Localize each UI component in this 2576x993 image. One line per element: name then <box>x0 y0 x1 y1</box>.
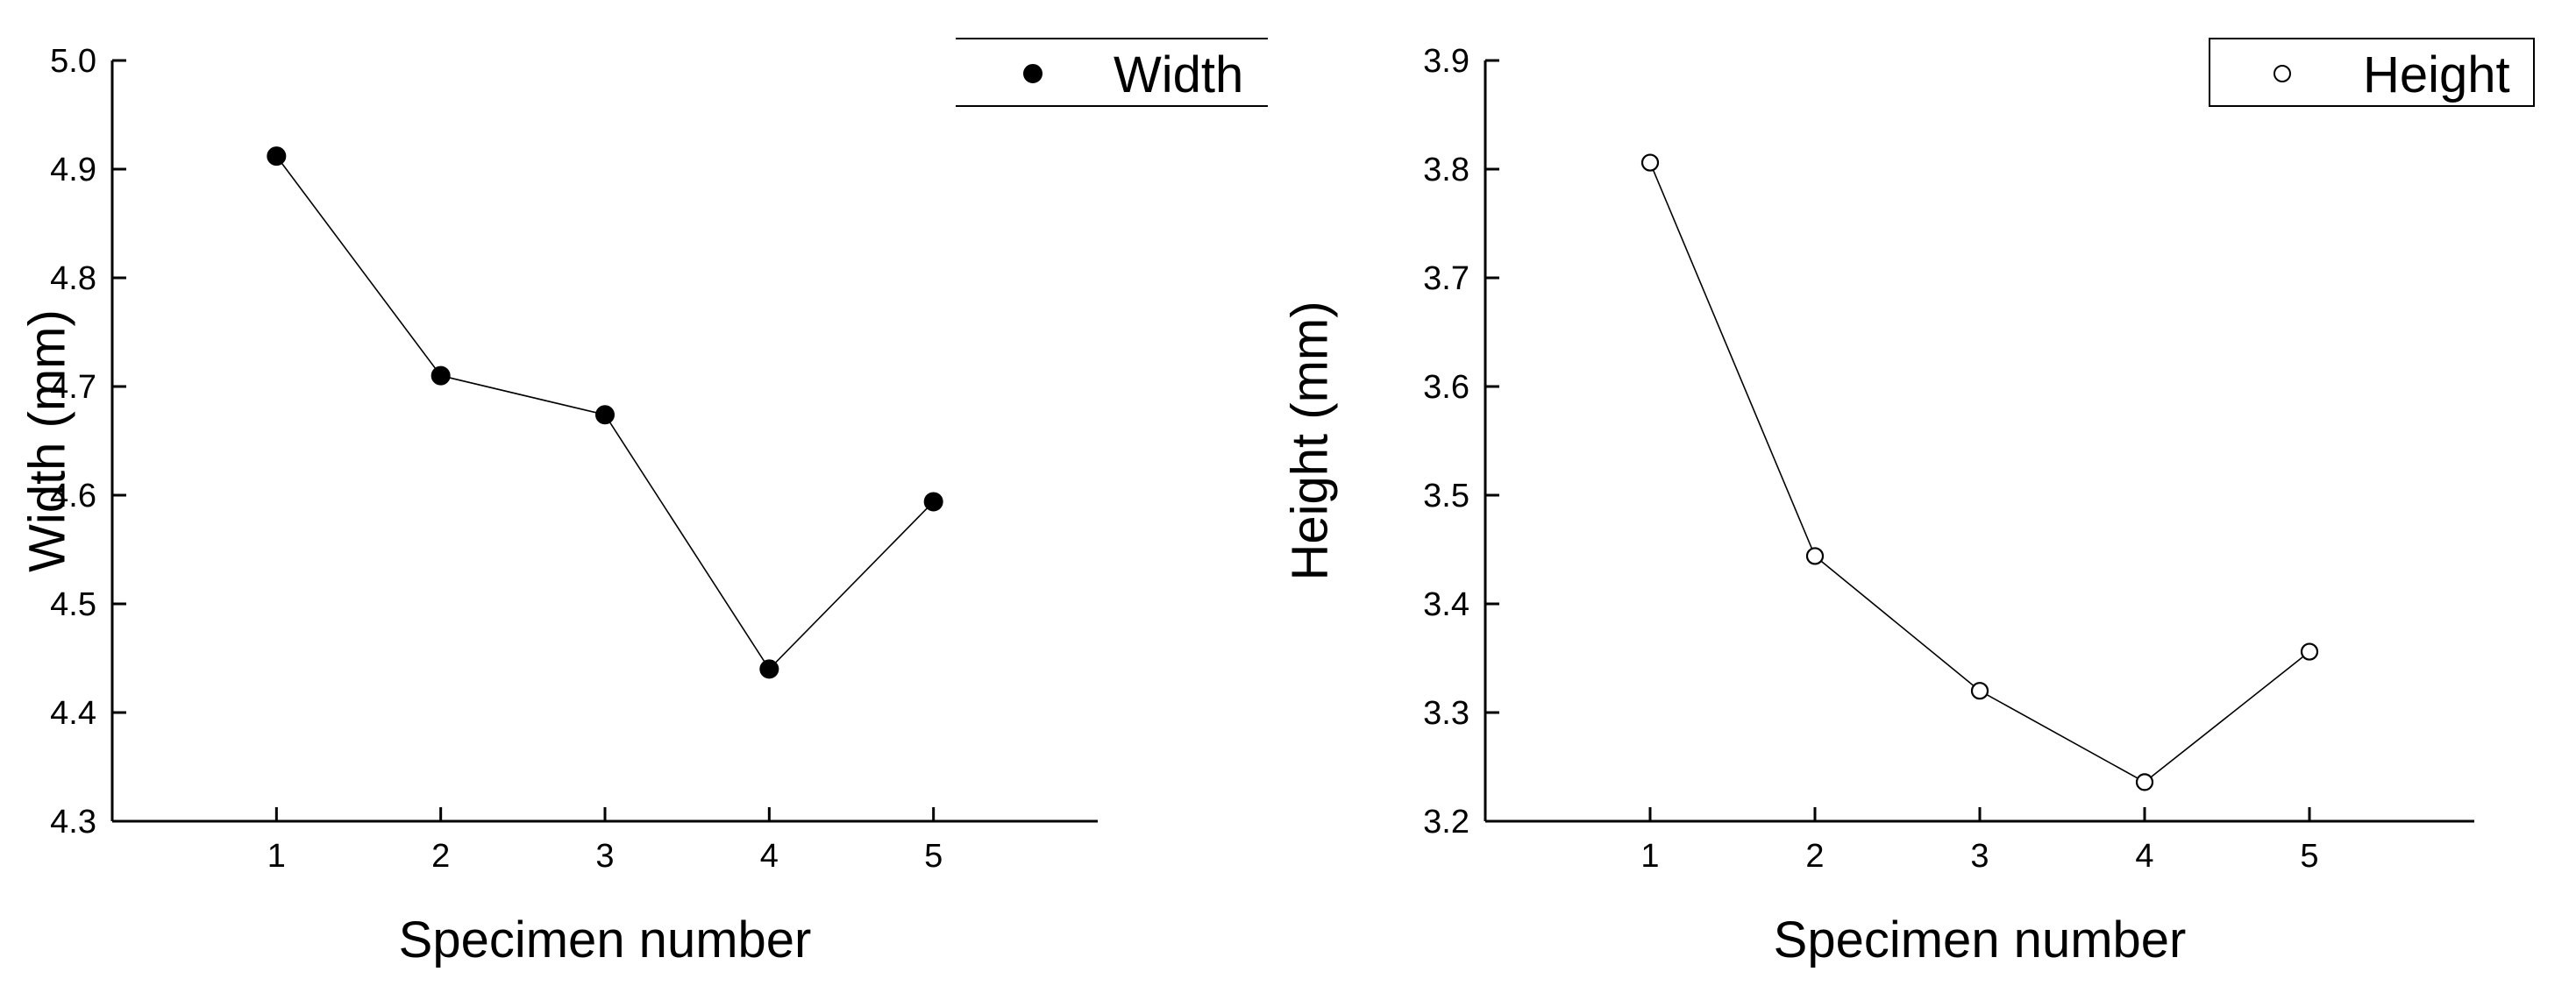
y-tick-label: 3.8 <box>1423 152 1469 188</box>
y-tick-label: 3.9 <box>1423 43 1469 80</box>
data-point <box>1640 153 1660 172</box>
y-axis-title: Height (mm) <box>1281 301 1338 580</box>
y-axis-title: Width (mm) <box>18 309 75 572</box>
legend-label: Height <box>2363 46 2510 103</box>
x-tick-label: 3 <box>1970 838 1989 875</box>
x-tick-label: 2 <box>1805 838 1824 875</box>
y-tick-label: 4.4 <box>50 695 96 732</box>
data-point <box>431 365 451 386</box>
x-tick-label: 2 <box>431 838 450 875</box>
y-tick-label: 5.0 <box>50 43 96 80</box>
legend-marker <box>2274 65 2291 82</box>
x-tick-label: 3 <box>595 838 614 875</box>
y-tick-label: 3.6 <box>1423 369 1469 406</box>
y-tick-label: 4.8 <box>50 260 96 297</box>
data-point <box>1970 682 1989 700</box>
data-point <box>267 146 287 167</box>
data-point <box>923 492 943 512</box>
data-point <box>1805 547 1825 565</box>
width-chart: Width Width (mm) Specimen number 4.3 4.4 4… <box>18 38 1268 968</box>
y-tick-label: 4.5 <box>50 586 96 623</box>
x-tick-label: 4 <box>2135 838 2153 875</box>
legend: Width <box>956 38 1268 107</box>
data-point <box>759 659 779 679</box>
y-tick-label: 4.9 <box>50 152 96 188</box>
height-chart: Height Height (mm) Specimen number 3.2 3.… <box>1281 38 2535 968</box>
data-point <box>2135 773 2154 791</box>
y-tick-label: 4.7 <box>50 369 96 406</box>
y-tick-label: 4.6 <box>50 478 96 514</box>
x-axis-title: Specimen number <box>399 911 812 968</box>
legend-box <box>2209 38 2535 107</box>
x-tick-label: 4 <box>760 838 779 875</box>
y-tick-label: 3.7 <box>1423 260 1469 297</box>
legend-marker <box>1023 64 1042 83</box>
x-axis-title: Specimen number <box>1774 911 2187 968</box>
x-tick-label: 1 <box>1640 838 1659 875</box>
y-tick-label: 3.2 <box>1423 804 1469 841</box>
data-point <box>2300 642 2319 661</box>
legend: Height <box>2209 38 2535 107</box>
y-tick-label: 3.4 <box>1423 586 1469 623</box>
data-point <box>595 405 615 425</box>
y-tick-label: 3.3 <box>1423 695 1469 732</box>
x-tick-label: 5 <box>924 838 943 875</box>
y-tick-label: 3.5 <box>1423 478 1469 514</box>
legend-label: Width <box>1114 46 1243 103</box>
x-tick-label: 1 <box>267 838 286 875</box>
x-tick-label: 5 <box>2300 838 2318 875</box>
y-tick-label: 4.3 <box>50 804 96 841</box>
